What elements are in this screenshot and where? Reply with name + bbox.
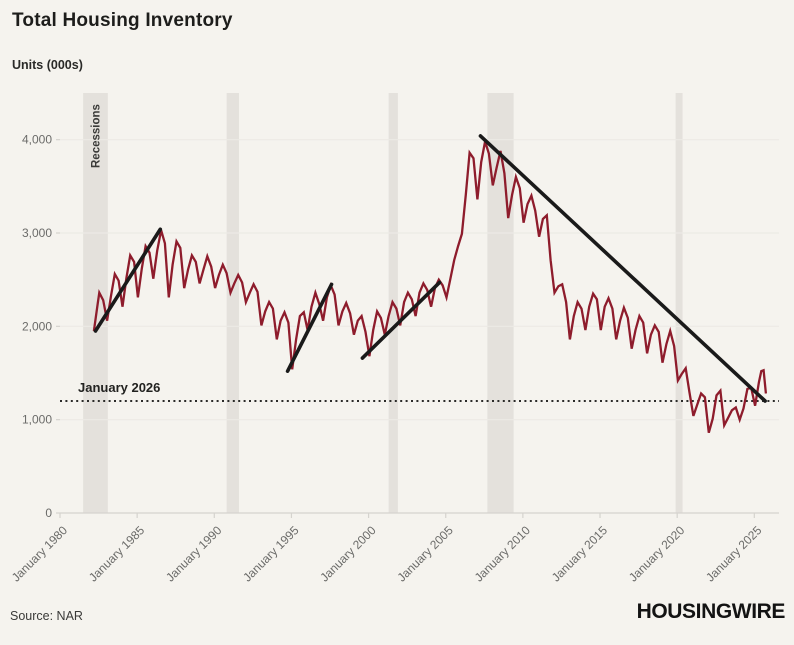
recessions-label: Recessions: [90, 104, 102, 168]
trend-line-early-80s-uptrend: [93, 227, 163, 333]
trend-line-mid-90s-uptrend: [285, 282, 334, 373]
x-axis-tick-label: January 2010: [472, 523, 534, 585]
y-axis-units-label: Units (000s): [12, 58, 83, 72]
trend-line-early-00s-uptrend: [360, 280, 442, 360]
page-title: Total Housing Inventory: [12, 10, 233, 31]
x-axis-tick-label: January 1985: [86, 523, 148, 585]
x-axis-tick-label: January 2025: [703, 523, 765, 585]
x-axis-tick-label: January 1995: [240, 523, 302, 585]
recession-band: [675, 93, 683, 513]
recession-band: [226, 93, 239, 513]
x-axis-tick-label: January 1980: [9, 523, 71, 585]
x-axis-tick-label: January 2020: [626, 523, 688, 585]
forecast-label: January 2026: [78, 380, 160, 395]
y-axis-tick-label: 2,000: [22, 319, 52, 333]
housingwire-logo: HOUSINGWIRE: [636, 600, 786, 623]
y-axis-tick-label: 1,000: [22, 413, 52, 427]
y-axis-tick-label: 4,000: [22, 133, 52, 147]
inventory-line: [92, 141, 768, 434]
source-note: Source: NAR: [10, 609, 83, 623]
trend-line-post-07-downtrend: [478, 134, 767, 403]
y-axis-tick-label: 3,000: [22, 226, 52, 240]
y-axis-tick-label: 0: [45, 506, 52, 520]
x-axis-tick-label: January 2015: [549, 523, 611, 585]
x-axis-tick-label: January 1990: [163, 523, 225, 585]
x-axis-tick-label: January 2005: [395, 523, 457, 585]
x-axis-tick-label: January 2000: [317, 523, 379, 585]
